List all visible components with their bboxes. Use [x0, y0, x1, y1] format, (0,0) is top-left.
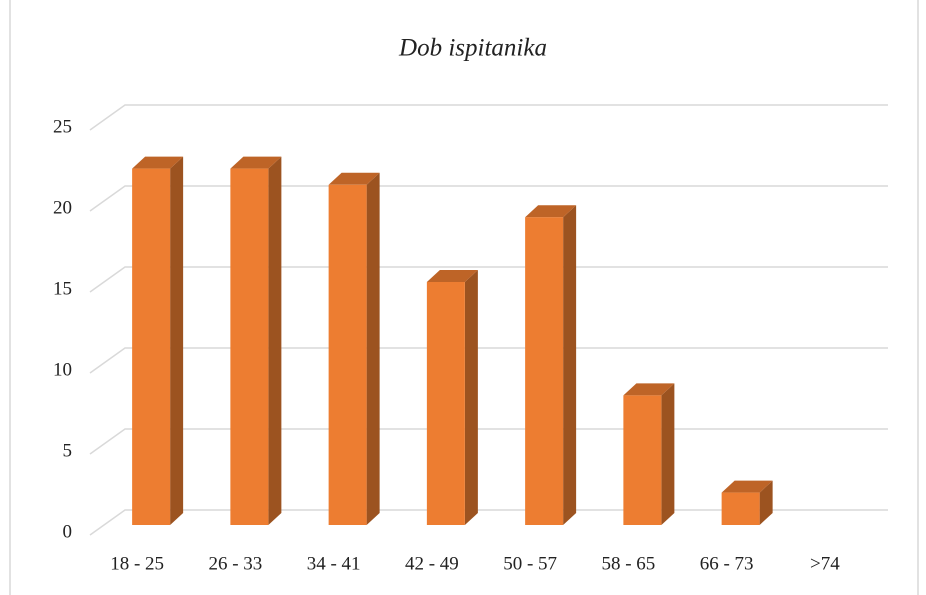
bar-side: [759, 480, 773, 525]
chart-title: Dob ispitanika: [398, 35, 547, 62]
grid-line: [89, 266, 888, 293]
bar: [721, 480, 773, 525]
bar-top: [132, 156, 184, 169]
grid-line: [89, 185, 888, 212]
bar-top: [328, 172, 380, 185]
x-tick-label: 26 - 33: [208, 553, 262, 574]
y-tick-label: 0: [63, 521, 73, 542]
bar-front: [525, 217, 564, 525]
bar: [230, 156, 282, 525]
bar-top: [426, 270, 478, 282]
bar: [426, 270, 478, 525]
bar-side: [563, 205, 577, 525]
bar-side: [661, 383, 675, 525]
bar-front: [132, 168, 171, 525]
bar-front: [623, 395, 662, 525]
grid-line: [89, 347, 888, 374]
x-tick-label: 66 - 73: [700, 553, 754, 574]
bar-front: [230, 168, 269, 525]
y-tick-label: 10: [53, 359, 72, 380]
bar-side: [268, 156, 282, 525]
x-tick-label: 18 - 25: [110, 553, 164, 574]
bar: [132, 156, 184, 525]
bar-front: [426, 282, 465, 525]
x-tick-label: 58 - 65: [601, 553, 655, 574]
y-tick-label: 5: [63, 440, 73, 461]
bar-top: [623, 383, 675, 396]
x-tick-label: >74: [810, 553, 840, 574]
y-tick-label: 15: [53, 278, 72, 299]
grid-line: [89, 104, 888, 131]
bar-front: [328, 184, 367, 526]
bar: [623, 383, 675, 525]
bar-top: [721, 480, 773, 493]
x-tick-label: 50 - 57: [503, 553, 557, 574]
bar-top: [230, 156, 282, 169]
bar-side: [464, 270, 478, 525]
y-tick-label: 25: [53, 116, 72, 137]
y-tick-label: 20: [53, 197, 72, 218]
bar: [328, 172, 380, 526]
x-tick-label: 34 - 41: [307, 553, 361, 574]
bar-top: [525, 205, 577, 218]
bar-front: [721, 492, 760, 525]
bar-side: [170, 156, 184, 525]
bar: [525, 205, 577, 525]
x-tick-label: 42 - 49: [405, 553, 459, 574]
bar-side: [366, 172, 380, 526]
